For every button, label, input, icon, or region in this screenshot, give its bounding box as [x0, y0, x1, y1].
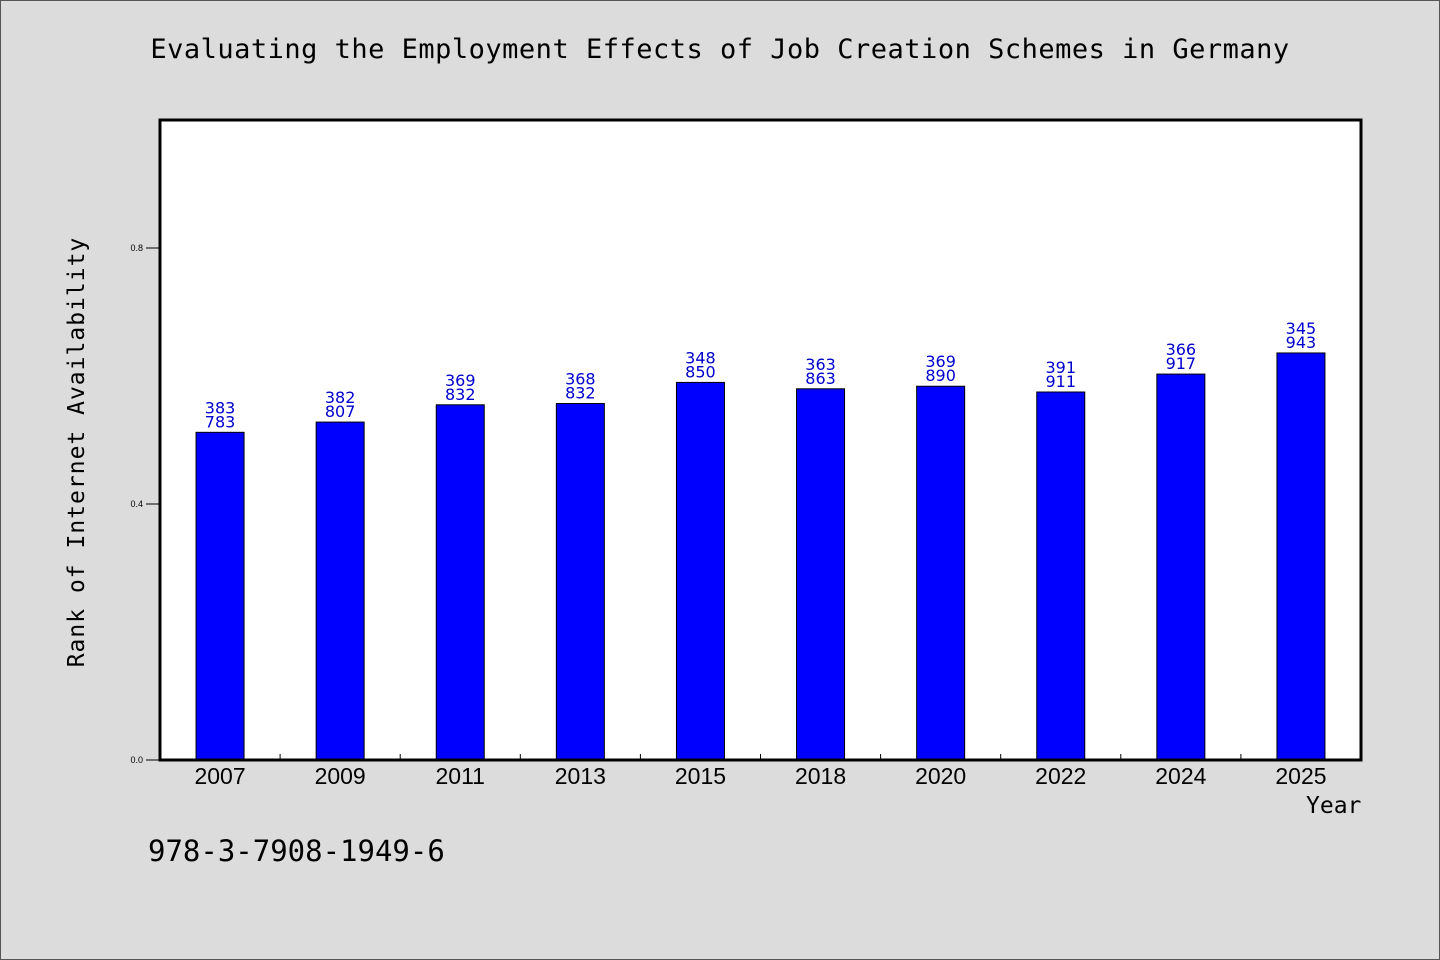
bar-2024 [1156, 373, 1206, 761]
data-label-2025-2: 943 [1286, 333, 1317, 352]
x-tick-label-2011: 2011 [436, 763, 485, 789]
x-tick-label-2015: 2015 [675, 763, 726, 789]
x-axis-label: Year [1306, 793, 1362, 819]
data-label-2020-1: 369 [925, 352, 956, 371]
x-tick-label-2024: 2024 [1155, 763, 1206, 789]
x-tick-label-2018: 2018 [795, 763, 846, 789]
x-tick-label-2009: 2009 [315, 763, 366, 789]
y-tick-label-0: 0.0 [130, 755, 143, 765]
bar-2022 [1036, 391, 1086, 761]
bar-2007 [195, 431, 245, 761]
x-tick-label-2022: 2022 [1035, 763, 1086, 789]
bar-2011 [435, 404, 485, 761]
x-tick-label-2013: 2013 [555, 763, 606, 789]
plot-border [158, 118, 1363, 762]
isbn-text: 978-3-7908-1949-6 [148, 834, 445, 868]
data-label-2011-1: 369 [445, 371, 476, 390]
bar-2009 [315, 421, 365, 761]
data-label-2009-1: 382 [325, 388, 356, 407]
data-label-2024-1: 366 [1166, 340, 1197, 359]
data-label-2009-2: 807 [325, 402, 356, 421]
data-label-2013-1: 368 [565, 370, 596, 389]
data-label-2015-1: 348 [685, 348, 716, 367]
data-label-2020-2: 890 [925, 366, 956, 385]
data-label-2018-1: 363 [805, 355, 836, 374]
data-label-2013-2: 832 [565, 384, 596, 403]
data-label-2007-2: 783 [205, 412, 236, 431]
data-label-2018-2: 863 [805, 369, 836, 388]
x-tick-label-2025: 2025 [1275, 763, 1326, 789]
bar-2018 [796, 388, 846, 761]
bar-2015 [675, 381, 725, 761]
data-label-2015-2: 850 [685, 362, 716, 381]
data-label-2007-1: 383 [205, 398, 236, 417]
x-tick-label-2020: 2020 [915, 763, 966, 789]
chart-title: Evaluating the Employment Effects of Job… [150, 34, 1290, 65]
data-label-2011-2: 832 [445, 385, 476, 404]
bar-2013 [555, 403, 605, 761]
data-label-2022-2: 911 [1045, 372, 1076, 391]
data-label-2025-1: 345 [1286, 319, 1317, 338]
data-label-2024-2: 917 [1166, 354, 1197, 373]
bar-2020 [916, 385, 966, 761]
data-label-2022-1: 391 [1045, 358, 1076, 377]
x-tick-label-2007: 2007 [194, 763, 245, 789]
y-tick-label-1: 0.4 [130, 499, 143, 509]
y-tick-label-2: 0.8 [130, 243, 143, 253]
bar-2025 [1276, 352, 1326, 761]
